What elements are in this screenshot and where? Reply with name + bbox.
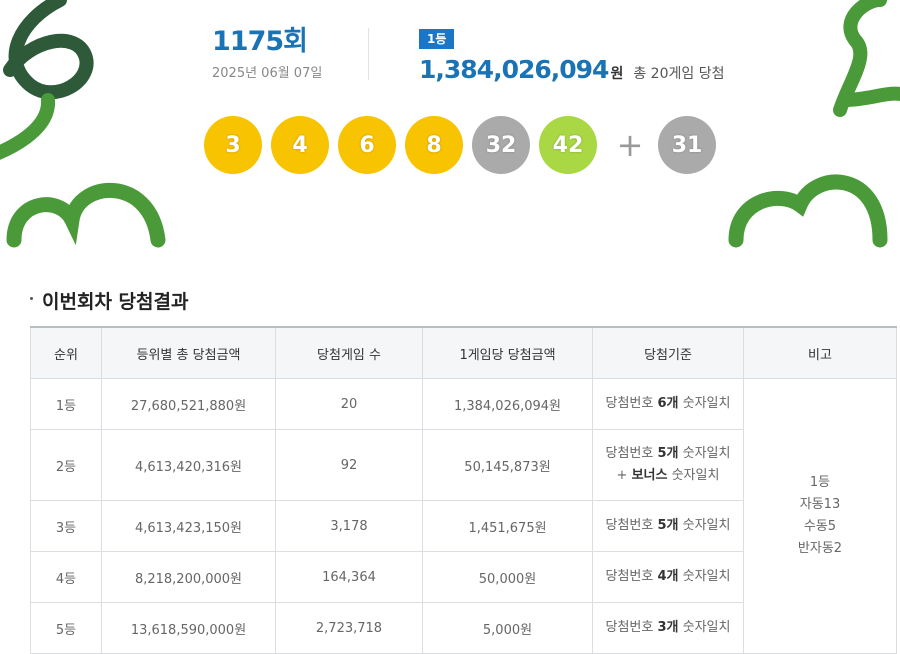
first-prize-info: 1등 1,384,026,094 원 총 20게임 당첨 xyxy=(419,28,724,84)
table-row: 2등 4,613,420,316원 92 50,145,873원 당첨번호 5개… xyxy=(30,429,897,501)
criteria-count: 3개 xyxy=(657,620,679,635)
criteria-cell: 당첨번호 3개 숫자일치 xyxy=(592,602,744,654)
criteria-text: 숫자일치 xyxy=(678,569,731,584)
winning-ball-4: 8 xyxy=(405,116,463,174)
column-header-note: 비고 xyxy=(743,326,897,379)
rank-cell: 1등 xyxy=(30,378,102,430)
bullet-icon xyxy=(30,297,33,300)
criteria-text: 당첨번호 xyxy=(605,620,658,635)
winning-ball-2: 4 xyxy=(271,116,329,174)
criteria-count: 6개 xyxy=(657,396,679,411)
criteria-count: 5개 xyxy=(657,518,679,533)
table-row: 4등 8,218,200,000원 164,364 50,000원 당첨번호 4… xyxy=(30,551,897,603)
criteria-text: 당첨번호 xyxy=(605,569,658,584)
decorative-cloud-left xyxy=(6,183,166,248)
criteria-text: 숫자일치 xyxy=(678,396,731,411)
plus-icon: + xyxy=(616,126,644,164)
prize-per-game-cell: 50,145,873원 xyxy=(422,429,593,501)
criteria-bonus: 보너스 xyxy=(631,468,668,483)
total-prize-cell: 4,613,423,150원 xyxy=(101,500,276,552)
first-prize-unit: 원 xyxy=(610,66,624,82)
criteria-text: 숫자일치 xyxy=(678,518,731,533)
round-title: 1175회 xyxy=(212,26,322,58)
total-prize-cell: 27,680,521,880원 xyxy=(101,378,276,430)
note-line: 자동13 xyxy=(799,497,841,512)
note-cell: 1등 자동13 수동5 반자동2 xyxy=(743,378,897,654)
decorative-cloud-right-top xyxy=(833,0,900,117)
winning-ball-5: 32 xyxy=(472,116,530,174)
round-info: 1175회 2025년 06월 07일 xyxy=(212,26,322,81)
table-row: 3등 4,613,423,150원 3,178 1,451,675원 당첨번호 … xyxy=(30,500,897,552)
winning-ball-1: 3 xyxy=(204,116,262,174)
winning-games-cell: 20 xyxy=(275,378,423,430)
note-line: 1등 xyxy=(809,475,831,490)
table-header-row: 순위 등위별 총 당첨금액 당첨게임 수 1게임당 당첨금액 당첨기준 비고 xyxy=(30,326,897,379)
criteria-cell: 당첨번호 5개 숫자일치 xyxy=(592,500,744,552)
rank-cell: 2등 xyxy=(30,429,102,501)
section-title-text: 이번회차 당첨결과 xyxy=(42,291,189,313)
criteria-count: 5개 xyxy=(657,446,679,461)
decorative-knot-shape xyxy=(3,0,94,100)
rank-cell: 3등 xyxy=(30,500,102,552)
decorative-arc-left xyxy=(0,93,55,160)
first-prize-amount: 1,384,026,094 xyxy=(419,55,609,84)
note-line: 반자동2 xyxy=(797,541,843,556)
results-table: 순위 등위별 총 당첨금액 당첨게임 수 1게임당 당첨금액 당첨기준 비고 1… xyxy=(30,326,897,654)
criteria-count: 4개 xyxy=(657,569,679,584)
winning-ball-6: 42 xyxy=(539,116,597,174)
section-heading: 이번회차 당첨결과 xyxy=(30,287,188,314)
winning-numbers: 3 4 6 8 32 42 + 31 xyxy=(204,116,725,174)
bonus-ball: 31 xyxy=(658,116,716,174)
first-prize-badge: 1등 xyxy=(419,29,455,49)
column-header-criteria: 당첨기준 xyxy=(592,326,744,379)
criteria-text: 당첨번호 xyxy=(605,396,658,411)
winning-games-cell: 164,364 xyxy=(275,551,423,603)
total-prize-cell: 13,618,590,000원 xyxy=(101,602,276,654)
prize-per-game-cell: 1,384,026,094원 xyxy=(422,378,593,430)
prize-per-game-cell: 50,000원 xyxy=(422,551,593,603)
winning-games-cell: 92 xyxy=(275,429,423,501)
prize-per-game-cell: 1,451,675원 xyxy=(422,500,593,552)
rank-cell: 4등 xyxy=(30,551,102,603)
criteria-text: + xyxy=(616,468,632,483)
column-header-winning-games: 당첨게임 수 xyxy=(275,326,423,379)
criteria-text: 숫자일치 xyxy=(678,446,731,461)
criteria-text: 당첨번호 xyxy=(605,518,658,533)
draw-date: 2025년 06월 07일 xyxy=(212,66,323,81)
criteria-text: 숫자일치 xyxy=(678,620,731,635)
winning-ball-3: 6 xyxy=(338,116,396,174)
total-prize-cell: 4,613,420,316원 xyxy=(101,429,276,501)
round-suffix: 회 xyxy=(283,26,308,57)
column-header-rank: 순위 xyxy=(30,326,102,379)
winning-games-cell: 2,723,718 xyxy=(275,602,423,654)
decorative-cloud-right-bottom xyxy=(728,174,888,248)
table-row: 1등 27,680,521,880원 20 1,384,026,094원 당첨번… xyxy=(30,378,897,654)
winning-games-cell: 3,178 xyxy=(275,500,423,552)
note-line: 수동5 xyxy=(803,519,837,534)
criteria-text: 숫자일치 xyxy=(667,468,720,483)
criteria-cell: 당첨번호 5개 숫자일치 + 보너스 숫자일치 xyxy=(592,429,744,501)
rank-cell: 5등 xyxy=(30,602,102,654)
first-prize-winners-note: 총 20게임 당첨 xyxy=(633,66,725,82)
criteria-cell: 당첨번호 4개 숫자일치 xyxy=(592,551,744,603)
round-number: 1175 xyxy=(212,26,284,57)
total-prize-cell: 8,218,200,000원 xyxy=(101,551,276,603)
column-header-total-prize: 등위별 총 당첨금액 xyxy=(101,326,276,379)
header-divider xyxy=(368,28,369,80)
prize-per-game-cell: 5,000원 xyxy=(422,602,593,654)
criteria-cell: 당첨번호 6개 숫자일치 xyxy=(592,378,744,430)
column-header-prize-per-game: 1게임당 당첨금액 xyxy=(422,326,593,379)
criteria-text: 당첨번호 xyxy=(605,446,658,461)
